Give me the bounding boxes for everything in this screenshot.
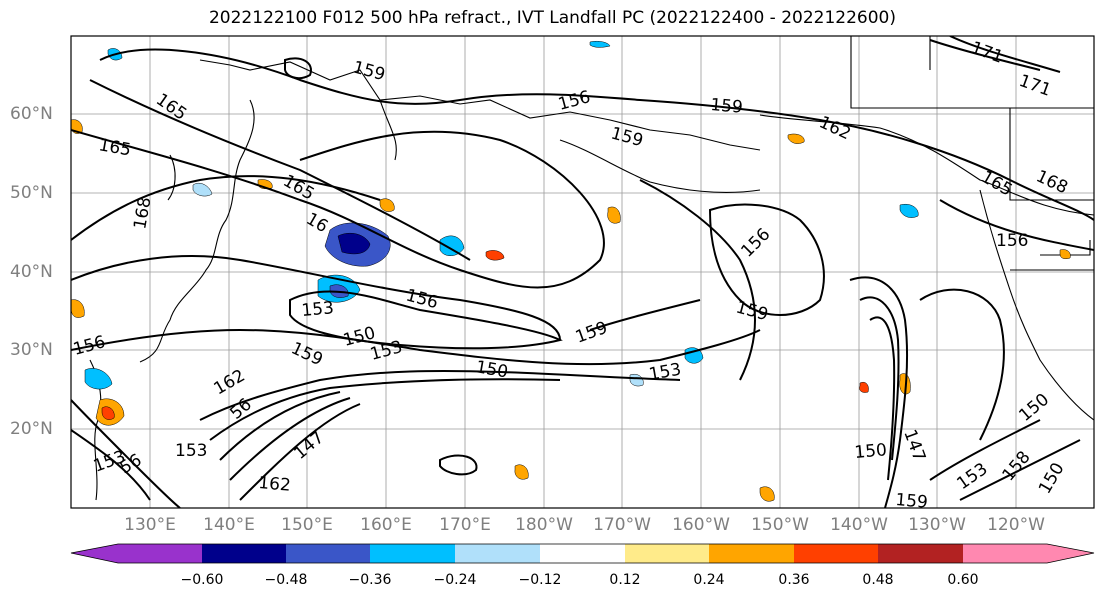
colorbar-extend-right [1047,544,1094,563]
contour-label: 159 [895,490,929,513]
contour-label: 150 [854,440,888,463]
colorbar-tick-label: 0.48 [862,572,894,588]
lon-label: 170°W [593,515,651,535]
lon-label: 160°W [672,515,730,535]
lat-label: 20°N [10,419,53,439]
colorbar-tick-label: 0.12 [609,572,641,588]
contour-label: 162 [258,473,292,496]
lon-label: 130°W [908,515,966,535]
lat-label: 50°N [10,183,53,203]
colorbar-tick-label: −0.36 [348,572,392,588]
lon-label: 180°W [515,515,573,535]
contour-label: 153 [175,441,207,461]
colorbar-tick-label: −0.12 [518,572,562,588]
colorbar-extend-left [71,544,118,563]
lon-label: 140°W [830,515,888,535]
lon-label: 120°W [987,515,1045,535]
lon-label: 150°E [281,515,333,535]
colorbar [70,543,1095,564]
chart-title: 2022122100 F012 500 hPa refract., IVT La… [208,8,896,28]
colorbar-tick-label: −0.24 [433,572,477,588]
lon-label: 140°E [203,515,255,535]
contour-lines [71,36,1094,508]
lat-label: 60°N [10,104,53,124]
contour-label: 153 [301,298,335,321]
lon-label: 130°E [124,515,176,535]
colorbar-tick-label: 0.36 [778,572,810,588]
lon-label: 170°E [439,515,491,535]
colorbar-tick-label: 0.24 [693,572,725,588]
map-frame [70,35,1095,509]
colorbar-tick-label: −0.48 [264,572,308,588]
contour-label: 156 [996,231,1028,251]
colorbar-tick-label: −0.60 [180,572,224,588]
lat-label: 30°N [10,340,53,360]
lon-label: 150°W [751,515,809,535]
contour-label: 159 [710,95,744,118]
lat-label: 40°N [10,262,53,282]
colorbar-tick-label: 0.60 [947,572,979,588]
lon-label: 160°E [360,515,412,535]
